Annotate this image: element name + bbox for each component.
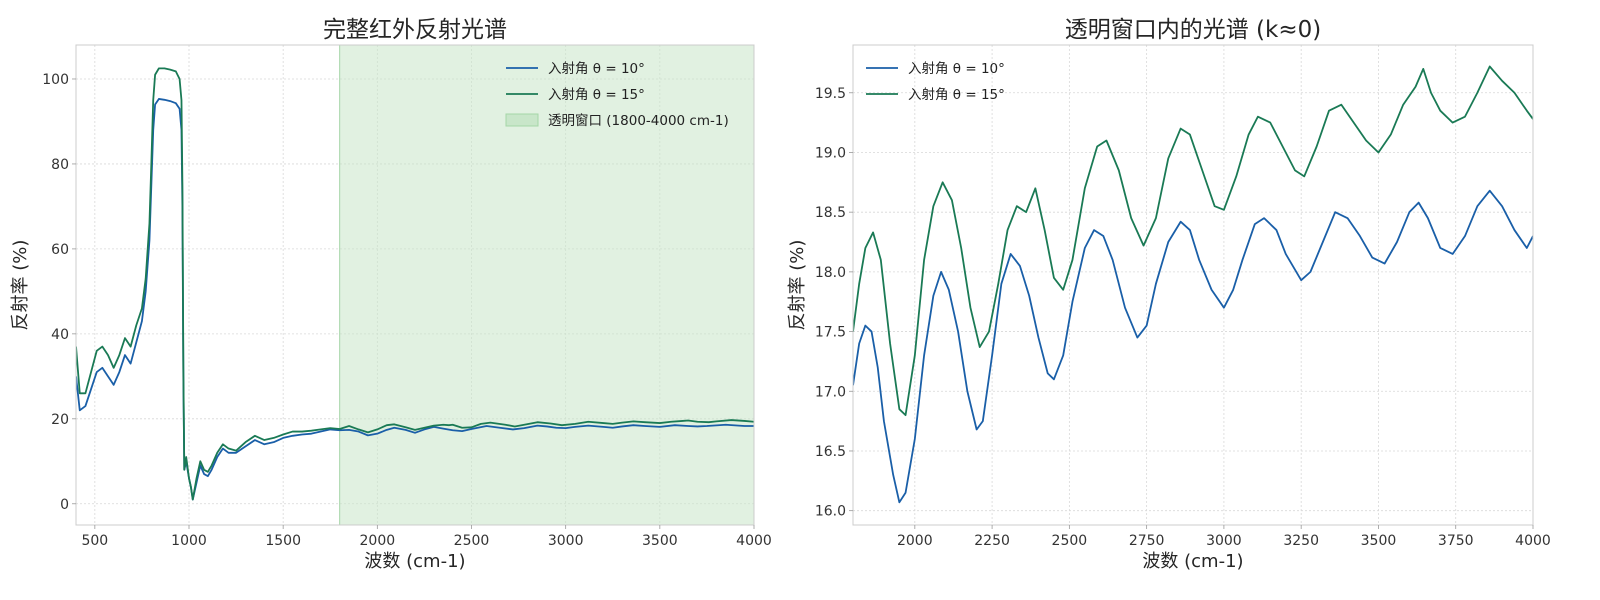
legend-label-theta10: 入射角 θ = 10° [548, 61, 645, 77]
transparent-window-band [339, 44, 755, 526]
y-tick-label: 18.5 [815, 205, 846, 221]
y-ticks: 0 20 40 60 80 100 [42, 72, 76, 513]
x-ticks: 2000 2250 2500 2750 3000 3250 3500 3750 4000 [897, 525, 1551, 549]
legend-patch-window [505, 113, 539, 127]
x-tick-label: 3000 [548, 533, 584, 549]
x-axis-label: 波数 (cm-1) [1142, 551, 1243, 572]
x-tick-label: 500 [81, 533, 108, 549]
legend: 入射角 θ = 10° 入射角 θ = 15° 透明窗口 (1800-4000 … [505, 61, 729, 129]
plot-frame [75, 44, 755, 526]
legend-label-theta15: 入射角 θ = 15° [908, 87, 1005, 103]
x-tick-label: 3750 [1438, 533, 1474, 549]
legend-label-window: 透明窗口 (1800-4000 cm-1) [548, 112, 729, 129]
series-line-theta10 [853, 189, 1533, 504]
y-tick-label: 17.0 [815, 384, 846, 400]
x-tick-label: 4000 [736, 533, 772, 549]
x-axis-label: 波数 (cm-1) [364, 551, 465, 572]
y-tick-label: 80 [51, 157, 69, 173]
y-tick-label: 18.0 [815, 265, 846, 281]
x-tick-label: 2000 [360, 533, 396, 549]
x-ticks: 500 1000 1500 2000 2500 3000 3500 4000 [81, 525, 772, 549]
y-tick-label: 19.0 [815, 145, 846, 161]
plot-frame [852, 44, 1534, 526]
x-tick-label: 2000 [897, 533, 933, 549]
legend-label-theta10: 入射角 θ = 10° [908, 61, 1005, 77]
series-line-theta15 [853, 65, 1533, 417]
legend-label-theta15: 入射角 θ = 15° [548, 87, 645, 103]
series-line-theta15 [76, 67, 754, 501]
y-axis-label: 反射率 (%) [10, 240, 31, 331]
full-spectrum-chart: 完整红外反射光谱 500 1000 1500 2000 2500 3000 3500 4000… [10, 17, 772, 572]
chart-title: 完整红外反射光谱 [323, 17, 507, 43]
y-ticks: 16.0 16.5 17.0 17.5 18.0 18.5 19.0 19.5 [815, 86, 853, 520]
window-spectrum-chart: 透明窗口内的光谱 (k≈0) 2000 2250 2500 2750 3000 3250 3… [787, 17, 1551, 572]
x-tick-label: 3500 [1361, 533, 1397, 549]
x-tick-label: 3250 [1283, 533, 1319, 549]
y-axis-label: 反射率 (%) [787, 240, 808, 331]
x-tick-label: 3500 [642, 533, 678, 549]
x-tick-label: 3000 [1206, 533, 1242, 549]
x-tick-label: 2750 [1129, 533, 1165, 549]
shaded-region [339, 44, 755, 526]
series-lines [853, 65, 1533, 504]
x-tick-label: 1000 [171, 533, 207, 549]
y-tick-label: 16.5 [815, 444, 846, 460]
x-tick-label: 2500 [1052, 533, 1088, 549]
x-tick-label: 2500 [454, 533, 490, 549]
y-tick-label: 17.5 [815, 325, 846, 341]
y-tick-label: 60 [51, 242, 69, 258]
y-tick-label: 100 [42, 72, 69, 88]
y-tick-label: 40 [51, 327, 69, 343]
grid [853, 45, 1534, 525]
chart-title: 透明窗口内的光谱 (k≈0) [1065, 17, 1321, 43]
y-tick-label: 19.5 [815, 86, 846, 102]
legend: 入射角 θ = 10° 入射角 θ = 15° [866, 61, 1005, 103]
x-tick-label: 4000 [1515, 533, 1551, 549]
x-tick-label: 2250 [974, 533, 1010, 549]
x-tick-label: 1500 [265, 533, 301, 549]
y-tick-label: 20 [51, 412, 69, 428]
series-lines [76, 67, 754, 501]
y-tick-label: 16.0 [815, 504, 846, 520]
y-tick-label: 0 [60, 497, 69, 513]
